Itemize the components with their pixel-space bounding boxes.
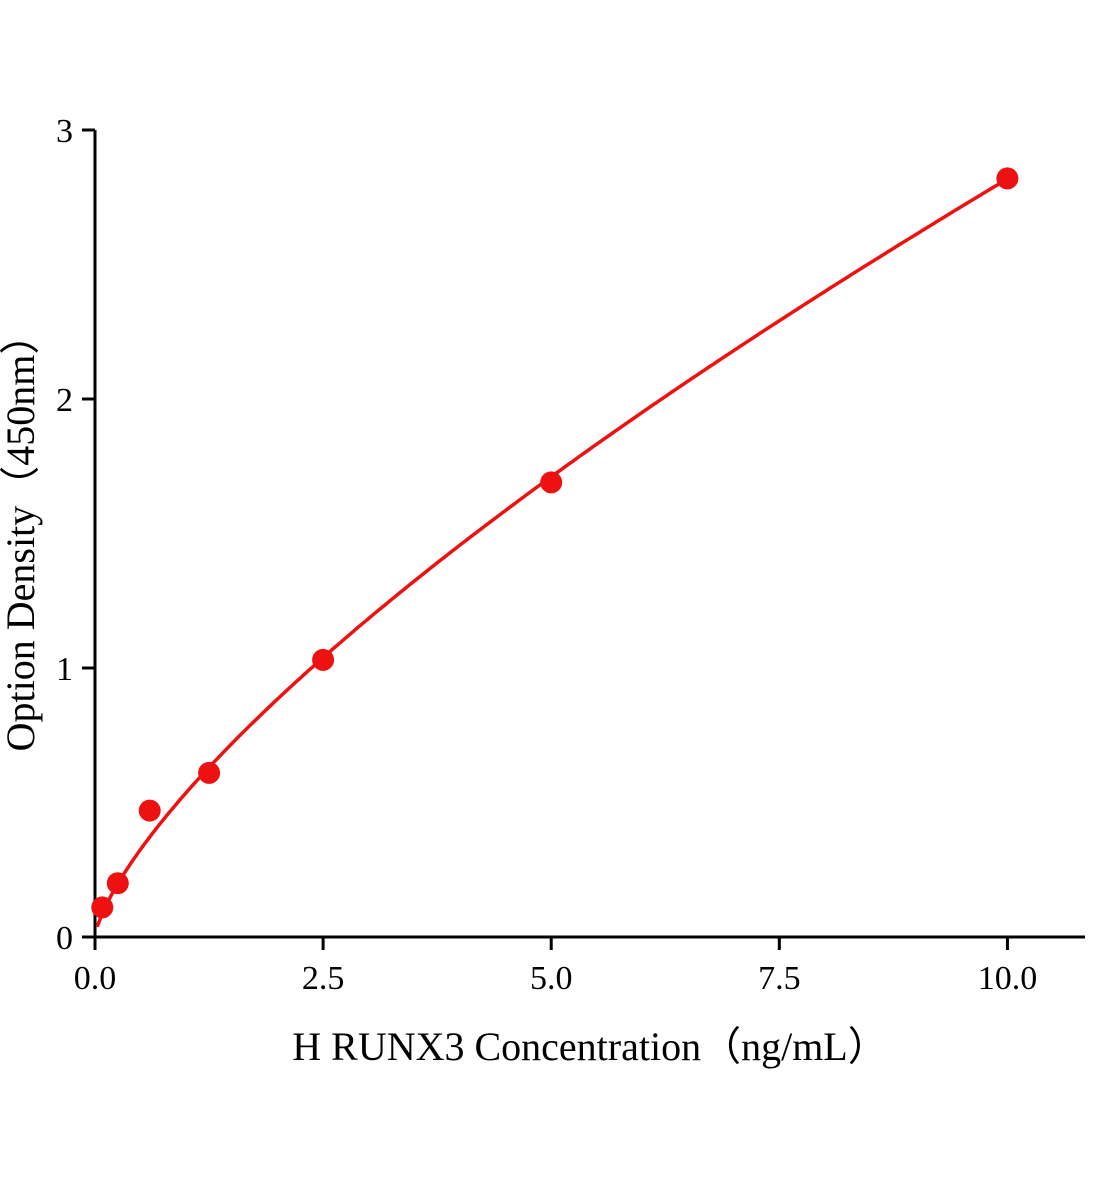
data-point — [106, 872, 129, 895]
y-tick-label: 2 — [56, 382, 73, 419]
data-point — [138, 799, 161, 822]
data-point — [198, 761, 221, 784]
x-tick-label: 5.0 — [530, 960, 573, 997]
y-tick-label: 0 — [56, 920, 73, 957]
data-point — [91, 896, 114, 919]
x-tick-label: 10.0 — [978, 960, 1038, 997]
y-axis-label: Option Density（450nm） — [0, 315, 43, 752]
x-axis-label: H RUNX3 Concentration（ng/mL） — [292, 1024, 888, 1069]
data-point — [312, 648, 335, 671]
data-point — [540, 471, 563, 494]
x-tick-label: 2.5 — [302, 960, 345, 997]
x-tick-label: 7.5 — [758, 960, 801, 997]
y-tick-label: 1 — [56, 651, 73, 688]
y-tick-label: 3 — [56, 113, 73, 150]
fitted-curve — [95, 177, 1010, 928]
data-point — [996, 167, 1019, 190]
x-tick-label: 0.0 — [74, 960, 117, 997]
